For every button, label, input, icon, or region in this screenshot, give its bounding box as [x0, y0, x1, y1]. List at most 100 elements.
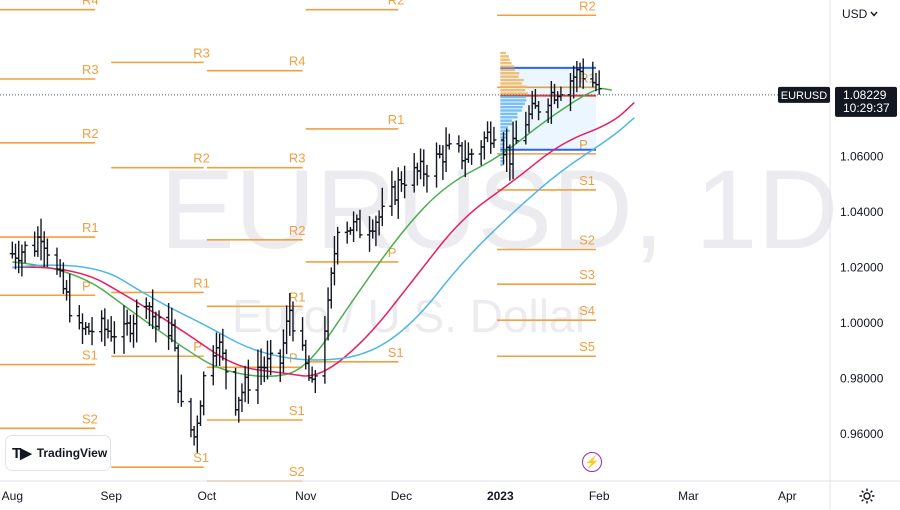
pivot-level-label: R3	[289, 151, 306, 166]
pivot-level-label: P	[579, 137, 588, 152]
ohlc-bar	[335, 226, 341, 265]
profile-row	[500, 116, 518, 119]
profile-row	[500, 105, 523, 109]
ohlc-bar	[19, 244, 25, 277]
profile-row	[500, 78, 524, 82]
pivot-level-label: P	[388, 245, 397, 260]
ohlc-bar	[22, 241, 28, 264]
ohlc-bar	[198, 400, 203, 427]
ohlc-bar	[89, 317, 95, 346]
profile-row	[500, 61, 512, 65]
ohlc-bar	[277, 349, 283, 383]
time-tick-label: Feb	[589, 489, 610, 503]
pivot-level-label: S1	[289, 403, 305, 418]
lightning-icon[interactable]: ⚡	[582, 452, 602, 472]
ohlc-bar	[201, 371, 207, 416]
tradingview-logo[interactable]: T▶ TradingView	[6, 436, 110, 470]
ohlc-bar	[86, 322, 92, 335]
ohlc-bar	[38, 218, 44, 261]
price-axis[interactable]: 1.06000 1.04000 1.02000 1.00000 0.98000 0.960…	[840, 150, 884, 441]
profile-row	[500, 102, 525, 105]
ohlc-bar	[156, 310, 162, 330]
currency-label: USD	[842, 7, 868, 21]
pivot-level-label: R2	[388, 0, 405, 8]
profile-row	[500, 95, 527, 99]
profile-row	[500, 119, 512, 122]
pivot-level-label: R2	[289, 223, 306, 238]
time-tick-label: Mar	[678, 489, 699, 503]
pivot-level-label: R3	[82, 62, 99, 77]
ohlc-bar	[424, 164, 430, 193]
price-tick-label: 1.06000	[840, 150, 884, 164]
ohlc-bar	[150, 289, 156, 330]
pivot-level-label: S1	[579, 173, 595, 188]
price-tick-label: 0.98000	[840, 371, 884, 385]
ohlc-bar	[469, 148, 475, 165]
ohlc-bar	[57, 259, 63, 278]
ohlc-bar	[111, 321, 117, 354]
currency-selector[interactable]: USD	[838, 5, 882, 23]
profile-row	[500, 58, 510, 61]
price-tick-label: 1.04000	[840, 205, 884, 219]
tradingview-logo-icon: T▶	[12, 445, 32, 462]
ohlc-bar	[64, 280, 70, 301]
profile-row	[500, 163, 504, 166]
ohlc-bar	[178, 374, 184, 407]
ohlc-bar	[105, 319, 111, 339]
ohlc-bar	[312, 370, 318, 394]
price-tick-label: 1.02000	[840, 261, 884, 275]
pivot-level-label: S5	[579, 339, 595, 354]
profile-row	[500, 99, 527, 102]
ohlc-bar	[191, 426, 197, 446]
profile-row	[500, 65, 515, 68]
profile-row	[500, 126, 509, 129]
ohlc-bar	[194, 415, 200, 453]
ohlc-bar	[213, 332, 219, 367]
last-price-tag: 1.08229 10:29:37	[835, 86, 897, 117]
pivot-level-label: S1	[388, 345, 404, 360]
profile-row	[500, 55, 509, 58]
pivot-level-label: S2	[289, 464, 305, 479]
pivot-level-label: P	[82, 278, 91, 293]
ema-line-3	[12, 117, 635, 361]
symbol-tag-label: EURUSD	[781, 90, 828, 102]
profile-row	[500, 75, 519, 78]
price-tick-label: 0.96000	[840, 427, 884, 441]
ohlc-bar	[121, 305, 127, 354]
time-tick-label: Oct	[198, 489, 217, 503]
profile-row	[500, 109, 522, 112]
time-tick-label: Dec	[391, 489, 412, 503]
time-tick-label: Nov	[295, 489, 316, 503]
time-tick-label: Apr	[778, 489, 797, 503]
pivot-level-label: S2	[82, 411, 98, 426]
profile-row	[500, 92, 528, 95]
ohlc-bar	[175, 344, 181, 404]
time-axis[interactable]: Aug Sep Oct Nov Dec 2023 Feb Mar Apr	[2, 489, 797, 503]
pivot-level-label: R2	[82, 126, 99, 141]
profile-row	[500, 160, 505, 163]
pivot-level-label: S1	[82, 348, 98, 363]
profile-row	[500, 85, 527, 89]
pivot-level-label: R2	[193, 151, 210, 166]
last-price-value: 1.08229	[843, 88, 887, 102]
ohlc-bar	[13, 243, 19, 270]
tradingview-logo-text: TradingView	[36, 446, 108, 460]
ohlc-bar	[513, 120, 519, 144]
ohlc-bar	[402, 165, 408, 199]
ohlc-bar	[233, 367, 239, 416]
ohlc-bar	[223, 349, 229, 390]
settings-gear-icon[interactable]	[856, 486, 878, 506]
ohlc-bar	[76, 305, 82, 330]
bar-countdown: 10:29:37	[843, 101, 890, 115]
pivot-level-label: R3	[193, 45, 210, 60]
ohlc-bar	[245, 359, 251, 404]
ohlc-bar	[35, 226, 41, 257]
pivot-level-label: R4	[82, 0, 99, 8]
ohlc-bars	[9, 58, 602, 453]
profile-row	[500, 149, 504, 153]
ohlc-bar	[239, 383, 245, 412]
ohlc-bar	[242, 365, 248, 403]
pivot-level-label: S3	[579, 267, 595, 282]
ohlc-bar	[261, 356, 267, 383]
